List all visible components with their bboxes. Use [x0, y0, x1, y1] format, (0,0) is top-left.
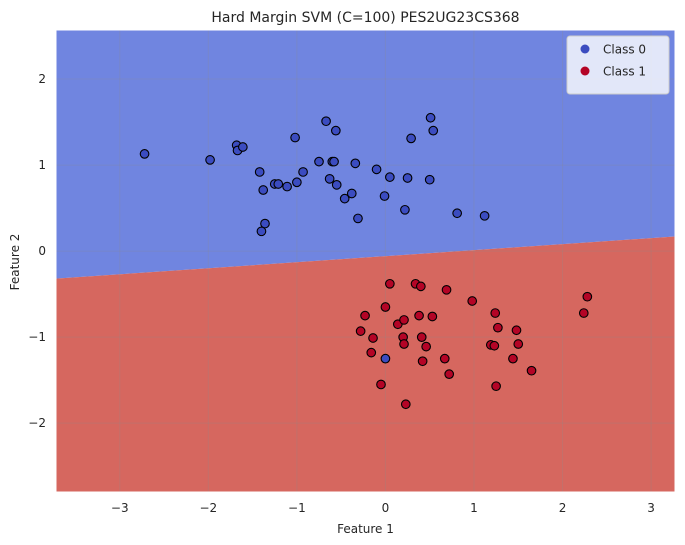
data-point — [360, 310, 370, 321]
data-point — [526, 365, 537, 376]
data-point — [331, 180, 342, 190]
data-point — [424, 174, 435, 185]
region-class-0 — [56, 30, 675, 279]
data-point — [490, 308, 501, 318]
data-point — [368, 333, 378, 343]
data-point — [292, 177, 302, 188]
y-axis: −2 −1 0 1 2 — [28, 72, 46, 430]
legend-marker — [580, 66, 590, 76]
legend-marker — [580, 44, 590, 54]
data-point — [353, 213, 363, 224]
x-tick-label: −2 — [199, 501, 217, 515]
data-point — [399, 339, 409, 349]
data-point — [346, 188, 357, 199]
legend: Class 0 Class 1 — [566, 35, 670, 95]
decision-regions — [56, 30, 675, 492]
x-tick-label: −1 — [288, 501, 306, 515]
data-point — [444, 369, 455, 379]
plot-border — [55, 29, 676, 493]
y-tick-label: −2 — [28, 416, 46, 430]
y-tick-label: 1 — [38, 158, 46, 172]
data-point — [578, 308, 589, 318]
data-point — [254, 167, 265, 177]
data-point — [380, 353, 391, 364]
data-point — [329, 156, 339, 167]
data-point — [260, 218, 270, 229]
data-point — [414, 310, 424, 321]
data-point — [493, 322, 503, 333]
legend-box — [566, 35, 670, 95]
data-point — [385, 278, 395, 289]
data-point — [400, 204, 410, 215]
data-point — [355, 326, 366, 336]
data-point — [513, 339, 524, 349]
data-point — [508, 353, 518, 364]
legend-label: Class 0 — [603, 43, 646, 57]
data-point — [385, 172, 395, 182]
plot-area — [55, 29, 676, 493]
data-point — [273, 179, 284, 189]
legend-label: Class 1 — [603, 65, 646, 79]
x-axis: −3 −2 −1 0 1 2 3 — [111, 501, 655, 515]
region-class-1 — [56, 236, 675, 492]
chart-title: Hard Margin SVM (C=100) PES2UG23CS368 — [211, 10, 519, 26]
x-tick-label: 0 — [382, 501, 390, 515]
y-tick-label: 2 — [38, 72, 46, 86]
x-axis-label: Feature 1 — [337, 522, 394, 536]
data-point — [139, 149, 150, 159]
data-point — [205, 155, 215, 165]
data-point — [428, 125, 439, 136]
data-point — [441, 284, 452, 295]
y-axis-label: Feature 2 — [8, 234, 22, 291]
x-tick-label: −3 — [111, 501, 129, 515]
data-point — [452, 208, 463, 219]
series-class-0 — [139, 112, 490, 364]
data-point — [399, 315, 409, 325]
grid — [56, 30, 675, 492]
y-tick-label: 0 — [38, 244, 46, 258]
data-point — [416, 332, 427, 342]
data-point — [415, 281, 426, 292]
data-point — [402, 173, 413, 183]
data-point — [421, 341, 432, 352]
data-point — [417, 356, 428, 367]
data-point — [379, 191, 390, 201]
data-point — [427, 311, 438, 322]
x-tick-label: 2 — [559, 501, 567, 515]
data-point — [366, 347, 377, 358]
data-point — [282, 181, 292, 192]
x-tick-label: 3 — [647, 501, 655, 515]
data-point — [238, 142, 248, 152]
data-point — [321, 116, 331, 127]
data-point — [324, 173, 335, 184]
data-point — [425, 112, 436, 123]
data-point — [258, 185, 269, 195]
data-point — [339, 193, 350, 204]
y-tick-label: −1 — [28, 330, 46, 344]
data-point — [314, 156, 324, 167]
data-point — [489, 340, 500, 351]
data-point — [439, 353, 450, 364]
data-point — [256, 226, 267, 237]
data-point — [511, 325, 522, 336]
data-point — [400, 399, 411, 410]
data-point — [376, 379, 386, 390]
data-point — [380, 302, 391, 312]
data-point — [479, 210, 490, 221]
data-point — [582, 291, 593, 302]
x-tick-label: 1 — [470, 501, 478, 515]
data-point — [290, 132, 300, 143]
data-point — [298, 167, 308, 177]
data-point — [467, 296, 478, 306]
data-point — [406, 133, 416, 144]
series-class-1 — [355, 278, 593, 410]
data-point — [330, 125, 341, 136]
data-point — [350, 158, 361, 169]
data-point — [491, 381, 501, 392]
data-point — [371, 164, 382, 175]
